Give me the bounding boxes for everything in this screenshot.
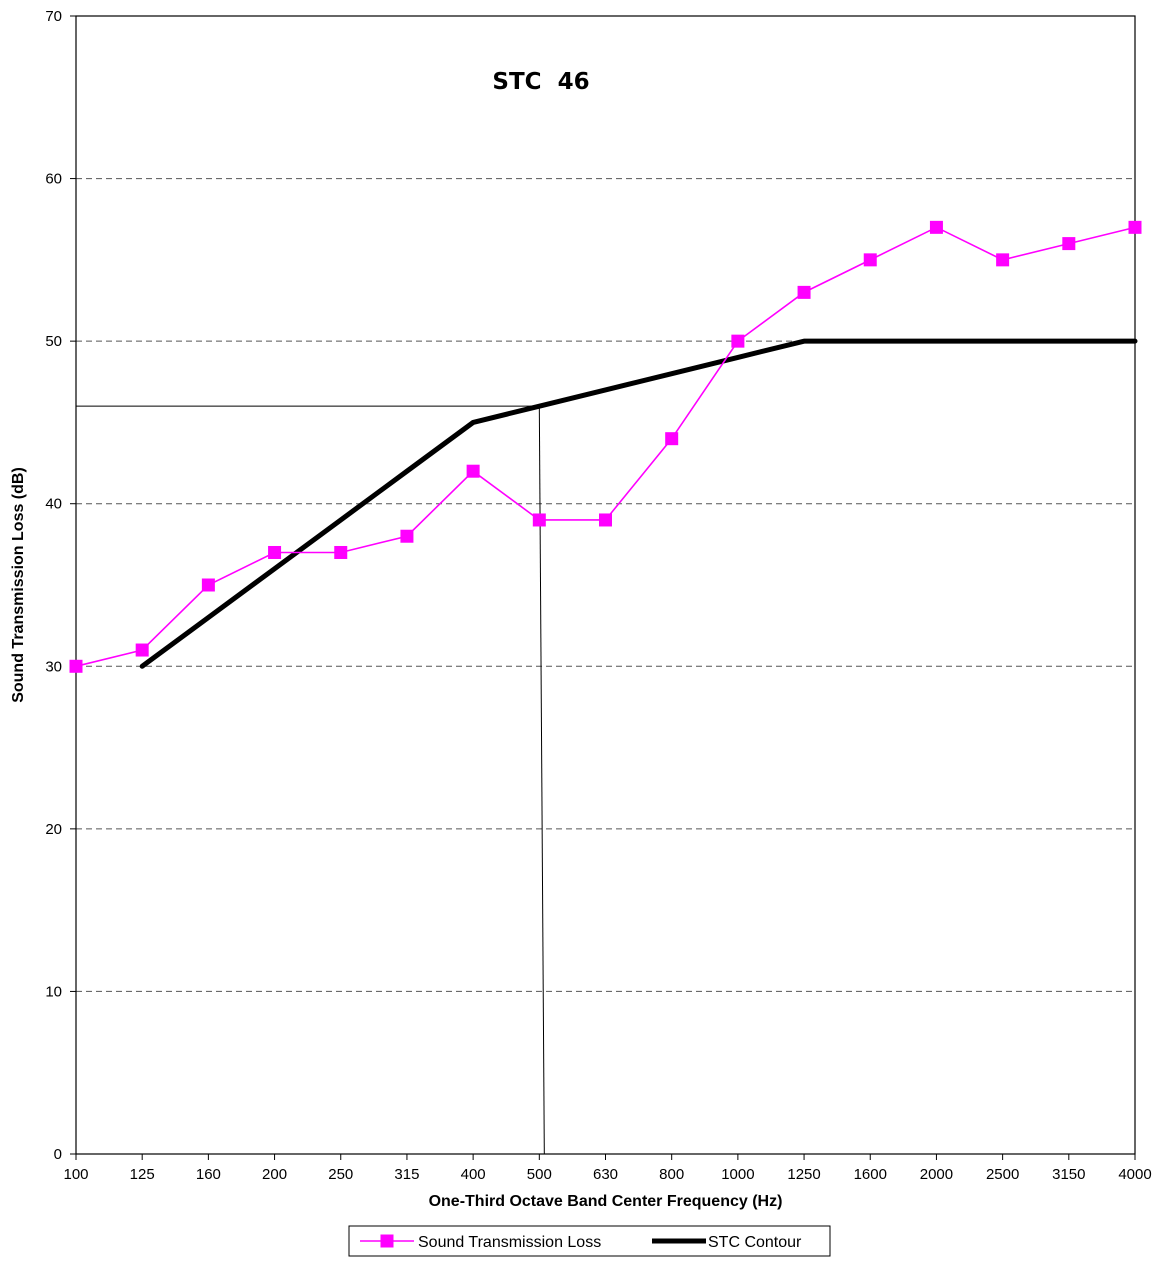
x-tick-label-4000: 4000 — [1118, 1166, 1151, 1183]
x-tick-label-250: 250 — [328, 1166, 353, 1183]
x-tick-label-160: 160 — [196, 1166, 221, 1183]
series-layer — [69, 220, 1142, 673]
stl-marker-1600 — [863, 253, 877, 267]
y-axis-title: Sound Transmission Loss (dB) — [10, 467, 27, 703]
series-stc-contour — [139, 338, 1138, 669]
stl-marker-250 — [334, 545, 348, 559]
legend-box — [348, 1225, 831, 1257]
stl-marker-2500 — [996, 253, 1010, 267]
stl-marker-630 — [599, 513, 612, 527]
x-tick-label-200: 200 — [262, 1166, 287, 1183]
stl-marker-2000 — [929, 220, 943, 234]
stc-reference-vertical — [538, 406, 545, 1155]
stc-contour-line — [139, 338, 1138, 669]
stl-marker-315 — [400, 529, 414, 543]
stl-marker-200 — [268, 545, 282, 559]
x-tick-label-1600: 1600 — [854, 1166, 887, 1183]
legend-label-stc: STC Contour — [708, 1234, 802, 1251]
x-tick-label-500: 500 — [527, 1166, 552, 1183]
y-tick-label-50: 50 — [45, 333, 62, 350]
stl-marker-800 — [665, 432, 679, 446]
y-tick-label-30: 30 — [45, 658, 62, 675]
stl-marker-4000 — [1128, 220, 1142, 234]
x-tick-label-1000: 1000 — [721, 1166, 754, 1183]
x-tick-label-1250: 1250 — [787, 1166, 820, 1183]
stc-reference-lines — [76, 405, 545, 1155]
stl-marker-3150 — [1062, 237, 1076, 251]
stl-marker-125 — [135, 643, 149, 657]
legend: Sound Transmission Loss STC Contour — [348, 1225, 831, 1257]
stc-annotation: STC 46 — [492, 69, 589, 95]
y-tick-label-10: 10 — [45, 983, 62, 1000]
x-axis: 100 125 160 200 250 315 400 500 630 800 1000 1250 16… — [63, 1154, 1152, 1183]
stl-marker-1000 — [731, 334, 745, 348]
x-tick-label-2000: 2000 — [920, 1166, 953, 1183]
x-axis-title: One-Third Octave Band Center Frequency (… — [429, 1193, 783, 1210]
y-axis: 0 10 20 30 40 50 60 70 — [45, 8, 76, 1163]
y-tick-label-60: 60 — [45, 171, 62, 188]
legend-label-stl: Sound Transmission Loss — [418, 1234, 601, 1251]
x-tick-label-315: 315 — [394, 1166, 419, 1183]
y-tick-label-70: 70 — [45, 8, 62, 25]
x-tick-label-3150: 3150 — [1052, 1166, 1085, 1183]
stc-annotation-label: STC — [492, 69, 541, 95]
y-tick-label-20: 20 — [45, 821, 62, 838]
grid-lines — [76, 178, 1135, 992]
stl-marker-160 — [201, 578, 215, 592]
x-tick-label-800: 800 — [659, 1166, 684, 1183]
stl-marker-100 — [69, 659, 83, 673]
series-sound-transmission-loss — [69, 220, 1142, 673]
legend-swatch-stl-marker — [380, 1234, 394, 1248]
x-tick-label-400: 400 — [461, 1166, 486, 1183]
stl-marker-400 — [466, 464, 480, 478]
x-tick-label-630: 630 — [593, 1166, 618, 1183]
y-tick-label-40: 40 — [45, 496, 62, 513]
stl-marker-500 — [532, 513, 546, 527]
stl-marker-1250 — [797, 285, 811, 299]
y-tick-label-0: 0 — [54, 1146, 62, 1163]
plot-area — [75, 15, 1136, 1155]
stc-annotation-value: 46 — [558, 69, 590, 95]
x-tick-label-125: 125 — [130, 1166, 155, 1183]
x-tick-label-2500: 2500 — [986, 1166, 1019, 1183]
x-tick-label-100: 100 — [63, 1166, 88, 1183]
